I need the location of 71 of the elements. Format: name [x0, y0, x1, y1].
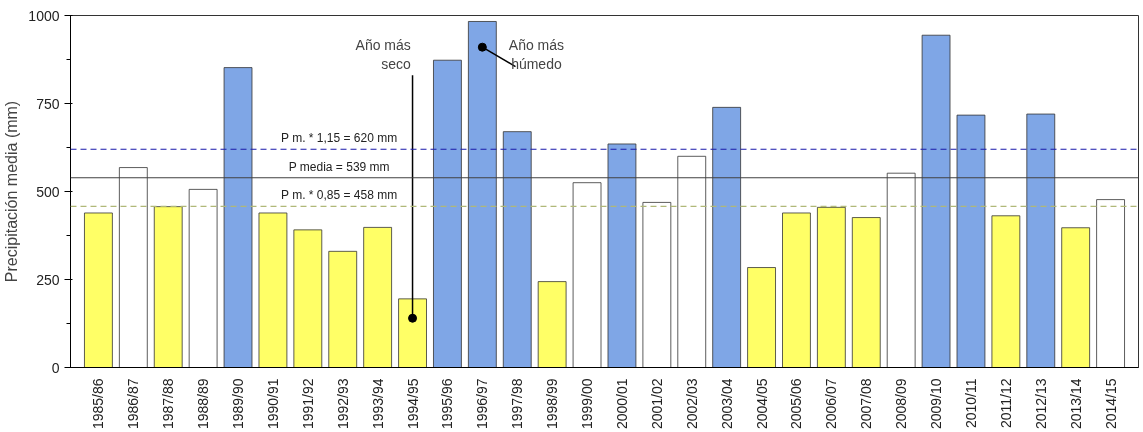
- x-tick-label: 1996/97: [474, 378, 491, 430]
- x-tick-label: 2004/05: [753, 378, 770, 430]
- bar: [747, 267, 776, 368]
- bar: [363, 227, 392, 368]
- bar: [642, 202, 672, 368]
- bar: [607, 143, 637, 368]
- ref-line-label: P media = 539 mm: [288, 159, 390, 174]
- x-tick-label: 1988/89: [195, 378, 212, 430]
- x-tick-label: 1986/87: [125, 378, 142, 430]
- bar: [258, 212, 288, 368]
- x-tick-label: 2011/12: [997, 378, 1014, 429]
- y-tick-label: 250: [36, 271, 60, 288]
- y-tick-label: 0: [51, 359, 60, 376]
- annotation: Año más seco: [355, 36, 412, 72]
- x-tick-label: 2008/09: [893, 378, 910, 430]
- x-tick-label: 2000/01: [613, 378, 630, 430]
- annotation: Año más húmedo: [508, 36, 565, 72]
- x-tick-label: 1992/93: [334, 378, 351, 430]
- x-tick-label: 2009/10: [928, 378, 945, 430]
- y-tick-label: 1000: [28, 7, 60, 24]
- bar: [502, 131, 532, 368]
- bar: [991, 215, 1021, 368]
- x-tick-label: 2012/13: [1032, 378, 1049, 430]
- bar: [956, 114, 986, 368]
- ref-line-label: P m. * 0,85 = 458 mm: [281, 188, 398, 203]
- y-axis-title: Precipitación media (mm): [3, 100, 21, 283]
- bar: [1061, 227, 1091, 368]
- bar: [433, 59, 462, 368]
- x-tick-label: 2001/02: [648, 378, 665, 430]
- x-tick-label: 1993/94: [369, 378, 386, 430]
- x-tick-label: 1985/86: [90, 378, 107, 430]
- x-tick-label: 2002/03: [683, 378, 700, 430]
- bar: [572, 182, 602, 368]
- x-tick-label: 1990/91: [264, 378, 281, 430]
- x-tick-label: 1999/00: [579, 378, 596, 430]
- x-tick-label: 1995/96: [439, 378, 456, 430]
- bar: [118, 167, 148, 368]
- bar: [328, 250, 358, 368]
- x-tick-label: 2006/07: [823, 378, 840, 430]
- bar: [1096, 199, 1125, 368]
- x-tick-label: 1987/88: [160, 378, 177, 430]
- bar: [537, 281, 567, 368]
- bar: [1026, 113, 1056, 368]
- x-tick-label: 2014/15: [1102, 378, 1119, 430]
- bar: [677, 155, 707, 368]
- bar: [188, 188, 218, 368]
- ref-line-label: P m. * 1,15 = 620 mm: [281, 131, 398, 146]
- x-tick-label: 2013/14: [1067, 378, 1084, 430]
- bar: [886, 172, 916, 368]
- bar: [782, 212, 811, 368]
- bar: [223, 67, 253, 368]
- x-tick-label: 1994/95: [404, 378, 421, 430]
- x-tick-label: 2010/11: [962, 378, 979, 429]
- x-tick-label: 2003/04: [718, 378, 735, 430]
- x-tick-label: 1989/90: [230, 378, 247, 430]
- bar: [851, 217, 881, 368]
- bar: [293, 229, 323, 368]
- y-tick-label: 750: [36, 95, 60, 112]
- bar: [712, 106, 742, 368]
- bar: [153, 206, 183, 368]
- x-tick-label: 1997/98: [509, 378, 526, 430]
- y-tick-label: 500: [36, 183, 60, 200]
- x-tick-label: 2007/08: [858, 378, 875, 430]
- bar: [398, 298, 427, 368]
- bar: [921, 34, 951, 368]
- bar: [817, 206, 846, 368]
- bar: [467, 21, 497, 368]
- x-tick-label: 1991/92: [299, 378, 316, 430]
- bar: [84, 212, 113, 368]
- x-tick-label: 1998/99: [544, 378, 561, 430]
- x-tick-label: 2005/06: [788, 378, 805, 430]
